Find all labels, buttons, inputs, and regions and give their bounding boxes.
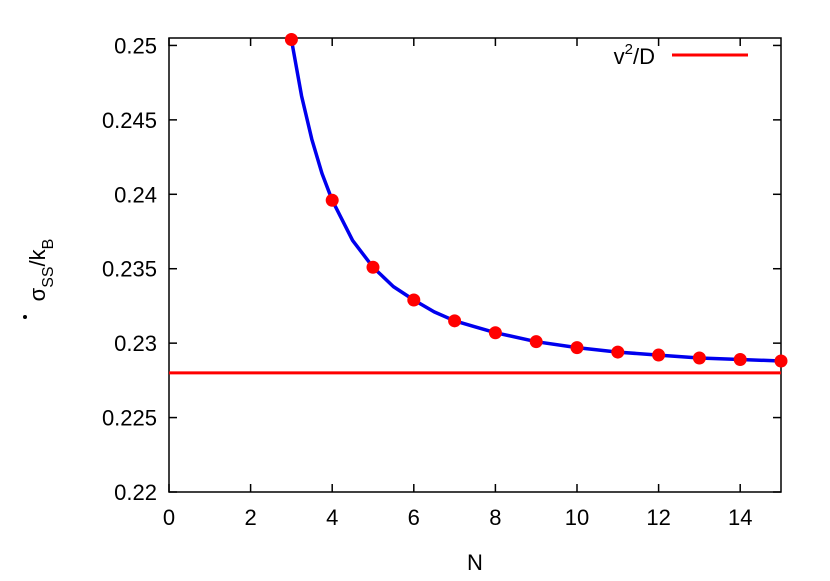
data-point (692, 351, 706, 365)
plot-frame (168, 37, 782, 493)
x-tick-label: 4 (326, 505, 338, 530)
data-point (407, 293, 421, 307)
data-point (652, 348, 666, 362)
y-axis-subscript-b: B (40, 239, 57, 250)
legend: v2/D (614, 41, 748, 69)
y-tick-label: 0.235 (102, 257, 157, 282)
plot-border (168, 37, 782, 493)
data-point (448, 314, 462, 328)
y-tick-label: 0.25 (114, 33, 157, 58)
data-point (284, 32, 298, 46)
y-tick-label: 0.23 (114, 331, 157, 356)
x-tick-label: 2 (244, 505, 256, 530)
data-point (570, 341, 584, 355)
legend-rest: /D (633, 44, 655, 69)
legend-sup: 2 (625, 41, 633, 58)
y-axis-title: σSS/kB (23, 239, 57, 319)
x-tick-label: 0 (163, 505, 175, 530)
x-tick-label: 6 (408, 505, 420, 530)
legend-base: v (614, 44, 625, 69)
y-tick-label: 0.225 (102, 406, 157, 431)
data-point (325, 193, 339, 207)
y-axis-symbol: σ (25, 287, 50, 301)
data-point (529, 335, 543, 349)
y-tick-label: 0.22 (114, 480, 157, 505)
series-layer (169, 32, 788, 375)
x-tick-label: 10 (565, 505, 589, 530)
axis-ticks: 0 2 4 6 8 10 12 14 0.22 0.225 0.23 0.235 0.24 0.245 0.… (102, 33, 781, 530)
y-tick-label: 0.24 (114, 182, 157, 207)
data-point (488, 326, 502, 340)
x-tick-label: 14 (728, 505, 752, 530)
x-axis-title: N (467, 550, 483, 575)
legend-label: v2/D (614, 41, 655, 69)
fit-curve (289, 39, 782, 363)
x-tick-label: 12 (646, 505, 670, 530)
svg-text:σSS/kB: σSS/kB (25, 239, 57, 302)
data-point (774, 354, 788, 368)
y-axis-subscript: SS (40, 266, 57, 287)
y-axis-slash: /k (25, 248, 50, 266)
x-tick-label: 8 (489, 505, 501, 530)
y-axis-dot (23, 315, 27, 319)
data-point (366, 260, 380, 274)
data-point (611, 345, 625, 359)
y-tick-label: 0.245 (102, 108, 157, 133)
data-point (733, 353, 747, 367)
